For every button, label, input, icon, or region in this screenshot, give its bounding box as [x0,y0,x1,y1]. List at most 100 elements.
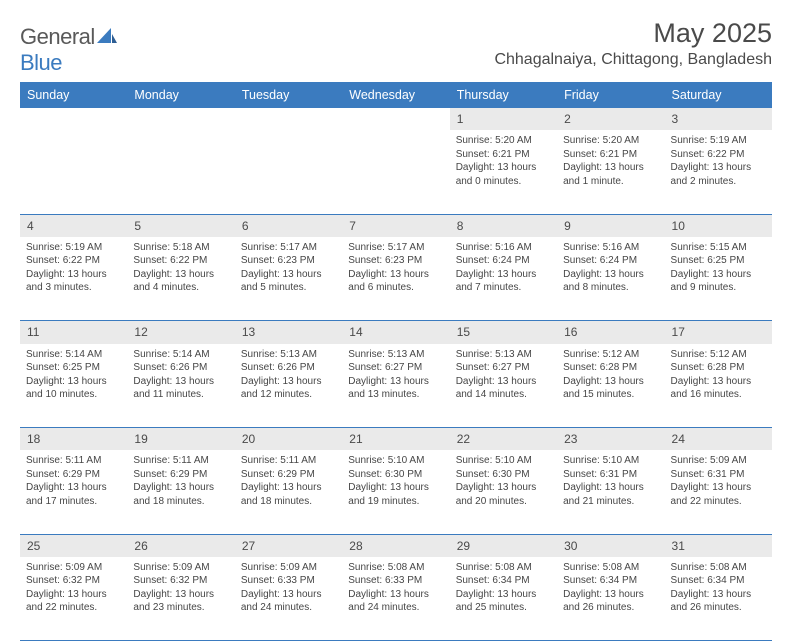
day2-text: and 26 minutes. [563,601,658,615]
day-number: 14 [342,321,449,344]
sunrise-text: Sunrise: 5:13 AM [241,348,336,362]
brand-logo: GeneralBlue [20,18,117,76]
day-number [235,108,342,130]
day2-text: and 22 minutes. [671,495,766,509]
day-cell: Sunrise: 5:19 AMSunset: 6:22 PMDaylight:… [20,237,127,321]
day-cell: Sunrise: 5:20 AMSunset: 6:21 PMDaylight:… [450,130,557,214]
day2-text: and 12 minutes. [241,388,336,402]
month-title: May 2025 [494,18,772,49]
brand-text: GeneralBlue [20,24,117,76]
day-cell: Sunrise: 5:08 AMSunset: 6:34 PMDaylight:… [665,557,772,641]
day-number: 27 [235,534,342,557]
day1-text: Daylight: 13 hours [133,375,228,389]
daynum-row: 18192021222324 [20,428,772,451]
day-number: 29 [450,534,557,557]
day-cell: Sunrise: 5:13 AMSunset: 6:27 PMDaylight:… [342,344,449,428]
day2-text: and 3 minutes. [26,281,121,295]
day-cell: Sunrise: 5:09 AMSunset: 6:33 PMDaylight:… [235,557,342,641]
sunset-text: Sunset: 6:34 PM [563,574,658,588]
day1-text: Daylight: 13 hours [563,161,658,175]
day2-text: and 13 minutes. [348,388,443,402]
calendar-body: 123Sunrise: 5:20 AMSunset: 6:21 PMDaylig… [20,108,772,641]
day-cell: Sunrise: 5:19 AMSunset: 6:22 PMDaylight:… [665,130,772,214]
day-header: Monday [127,82,234,108]
day-cell: Sunrise: 5:09 AMSunset: 6:31 PMDaylight:… [665,450,772,534]
day-number: 21 [342,428,449,451]
day2-text: and 16 minutes. [671,388,766,402]
day1-text: Daylight: 13 hours [456,375,551,389]
day-number: 26 [127,534,234,557]
day1-text: Daylight: 13 hours [456,268,551,282]
day-number: 25 [20,534,127,557]
day2-text: and 24 minutes. [241,601,336,615]
day2-text: and 15 minutes. [563,388,658,402]
sunset-text: Sunset: 6:28 PM [563,361,658,375]
day-cell: Sunrise: 5:10 AMSunset: 6:30 PMDaylight:… [450,450,557,534]
day-cell: Sunrise: 5:17 AMSunset: 6:23 PMDaylight:… [342,237,449,321]
sunset-text: Sunset: 6:22 PM [26,254,121,268]
day-header-row: Sunday Monday Tuesday Wednesday Thursday… [20,82,772,108]
sunset-text: Sunset: 6:24 PM [456,254,551,268]
day2-text: and 7 minutes. [456,281,551,295]
day1-text: Daylight: 13 hours [241,588,336,602]
day-cell: Sunrise: 5:12 AMSunset: 6:28 PMDaylight:… [665,344,772,428]
sunrise-text: Sunrise: 5:09 AM [241,561,336,575]
day2-text: and 11 minutes. [133,388,228,402]
day-cell: Sunrise: 5:13 AMSunset: 6:26 PMDaylight:… [235,344,342,428]
day2-text: and 1 minute. [563,175,658,189]
day-number: 31 [665,534,772,557]
day1-text: Daylight: 13 hours [671,161,766,175]
day-number: 7 [342,214,449,237]
brand-blue: Blue [20,50,62,75]
sunset-text: Sunset: 6:24 PM [563,254,658,268]
day-cell: Sunrise: 5:13 AMSunset: 6:27 PMDaylight:… [450,344,557,428]
sunset-text: Sunset: 6:32 PM [26,574,121,588]
day2-text: and 0 minutes. [456,175,551,189]
day-header: Thursday [450,82,557,108]
day-number: 17 [665,321,772,344]
sunset-text: Sunset: 6:31 PM [563,468,658,482]
sunrise-text: Sunrise: 5:13 AM [348,348,443,362]
day-cell: Sunrise: 5:08 AMSunset: 6:34 PMDaylight:… [557,557,664,641]
week-row: Sunrise: 5:14 AMSunset: 6:25 PMDaylight:… [20,344,772,428]
day-cell: Sunrise: 5:17 AMSunset: 6:23 PMDaylight:… [235,237,342,321]
day-cell: Sunrise: 5:10 AMSunset: 6:30 PMDaylight:… [342,450,449,534]
day2-text: and 2 minutes. [671,175,766,189]
day-header: Tuesday [235,82,342,108]
sunset-text: Sunset: 6:34 PM [456,574,551,588]
day2-text: and 26 minutes. [671,601,766,615]
sunrise-text: Sunrise: 5:19 AM [671,134,766,148]
day-cell [127,130,234,214]
day-cell: Sunrise: 5:09 AMSunset: 6:32 PMDaylight:… [20,557,127,641]
sunset-text: Sunset: 6:27 PM [348,361,443,375]
day-number [342,108,449,130]
sunrise-text: Sunrise: 5:10 AM [456,454,551,468]
sunset-text: Sunset: 6:30 PM [456,468,551,482]
day2-text: and 18 minutes. [241,495,336,509]
day-number: 22 [450,428,557,451]
sunrise-text: Sunrise: 5:16 AM [563,241,658,255]
day-cell: Sunrise: 5:11 AMSunset: 6:29 PMDaylight:… [20,450,127,534]
sunset-text: Sunset: 6:22 PM [133,254,228,268]
week-row: Sunrise: 5:19 AMSunset: 6:22 PMDaylight:… [20,237,772,321]
day-cell: Sunrise: 5:16 AMSunset: 6:24 PMDaylight:… [557,237,664,321]
sunrise-text: Sunrise: 5:14 AM [26,348,121,362]
day1-text: Daylight: 13 hours [456,588,551,602]
sunrise-text: Sunrise: 5:08 AM [671,561,766,575]
brand-sail-icon [97,24,117,50]
day1-text: Daylight: 13 hours [563,481,658,495]
sunset-text: Sunset: 6:23 PM [348,254,443,268]
day-number: 2 [557,108,664,130]
day1-text: Daylight: 13 hours [563,268,658,282]
day1-text: Daylight: 13 hours [133,481,228,495]
sunrise-text: Sunrise: 5:15 AM [671,241,766,255]
day-cell [20,130,127,214]
day-number: 20 [235,428,342,451]
location: Chhagalnaiya, Chittagong, Bangladesh [494,51,772,69]
sunrise-text: Sunrise: 5:08 AM [348,561,443,575]
brand-general: General [20,24,95,49]
sunrise-text: Sunrise: 5:18 AM [133,241,228,255]
sunrise-text: Sunrise: 5:09 AM [26,561,121,575]
sunrise-text: Sunrise: 5:20 AM [456,134,551,148]
day-cell: Sunrise: 5:08 AMSunset: 6:33 PMDaylight:… [342,557,449,641]
